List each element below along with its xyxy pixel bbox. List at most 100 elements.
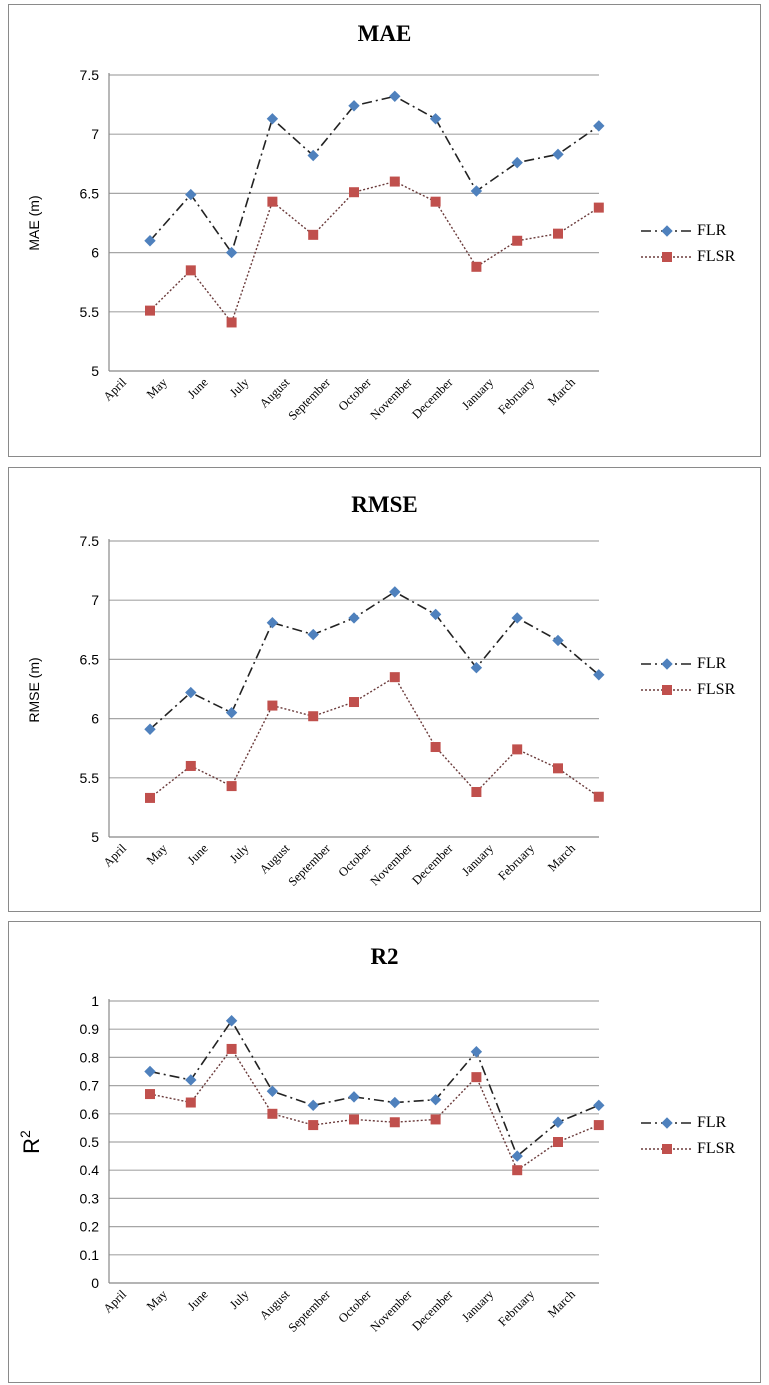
legend-line-flsr <box>641 1144 693 1154</box>
data-point-flr <box>185 686 197 699</box>
y-tick-label: 6 <box>91 711 99 727</box>
y-axis-label: R2 <box>17 1130 44 1154</box>
data-point-flr <box>266 616 279 629</box>
data-point-flsr <box>226 781 237 792</box>
y-tick-label: 5.5 <box>80 770 100 786</box>
legend-marker <box>661 225 673 237</box>
y-tick-label: 5 <box>91 363 99 379</box>
data-point-flsr <box>145 792 155 803</box>
x-tick-label: February <box>495 841 537 883</box>
x-tick-label: June <box>185 1287 211 1313</box>
data-point-flsr <box>389 176 400 187</box>
x-tick-label: December <box>409 375 456 422</box>
x-tick-label: February <box>495 375 537 417</box>
data-point-flr <box>552 634 564 647</box>
x-tick-label: November <box>368 841 416 889</box>
data-point-flr <box>225 706 238 719</box>
data-point-flsr <box>553 228 563 239</box>
data-point-flr <box>511 156 523 169</box>
series-line-flsr <box>149 676 600 799</box>
series-flsr <box>145 672 604 803</box>
data-point-flsr <box>389 672 400 683</box>
x-tick-label: April <box>101 1287 130 1316</box>
data-point-flr <box>593 120 605 132</box>
r2-chart-panel: R2 0 0.1 0.2 0.3 0.4 0.5 0.6 0.7 0.8 0.9 1 April May… <box>8 921 761 1383</box>
data-point-flr <box>470 185 483 197</box>
data-point-flsr <box>593 202 604 213</box>
legend-line-flr <box>641 225 693 237</box>
data-point-flr <box>185 188 197 201</box>
legend-marker <box>662 252 672 262</box>
data-point-flsr <box>512 744 523 755</box>
data-point-flsr <box>185 1097 196 1108</box>
data-point-flr <box>144 1065 156 1078</box>
data-point-flr <box>225 1015 238 1027</box>
series-line-flr <box>149 95 600 255</box>
data-point-flr <box>389 586 401 598</box>
y-axis-label: MAE (m) <box>26 195 42 250</box>
x-tick-label: March <box>545 841 578 874</box>
x-tick-label: June <box>185 375 211 401</box>
data-point-flr <box>307 149 319 162</box>
x-tick-label: May <box>144 375 171 402</box>
x-tick-label: November <box>368 375 416 423</box>
chart-title: RMSE <box>351 492 418 517</box>
data-point-flsr <box>593 1120 604 1131</box>
data-point-flsr <box>593 791 604 802</box>
x-tick-label: September <box>285 375 333 423</box>
mae-plot: 5 5.5 6 6.5 7 7.5 April May June July AugustSeptem… <box>26 67 605 423</box>
data-point-flr <box>511 1150 523 1162</box>
data-point-flsr <box>349 1114 359 1125</box>
rmse-plot: 5 5.5 6 6.5 7 7.5 April May June July AugustSeptem… <box>26 533 605 889</box>
data-point-flsr <box>430 196 441 207</box>
data-point-flsr <box>471 261 482 272</box>
data-point-flr <box>348 100 360 112</box>
y-tick-label: 0.3 <box>80 1190 100 1206</box>
x-tick-label: August <box>257 375 293 411</box>
x-tick-label: July <box>227 375 252 400</box>
data-point-flsr <box>308 1120 319 1131</box>
x-tick-label: September <box>285 1287 333 1335</box>
data-point-flr <box>144 235 156 247</box>
x-tick-label: November <box>368 1287 416 1335</box>
x-tick-label: July <box>227 1287 252 1312</box>
data-point-flsr <box>349 697 359 708</box>
series-flsr <box>145 176 604 328</box>
x-tick-label: September <box>285 841 333 889</box>
y-tick-label: 7.5 <box>80 533 100 549</box>
x-tick-label: March <box>545 375 578 408</box>
data-point-flsr <box>553 763 563 774</box>
x-tick-label: January <box>459 375 497 413</box>
x-tick-label: March <box>545 1287 578 1320</box>
legend-label-flsr: FLSR <box>697 681 736 698</box>
data-point-flr <box>144 723 156 735</box>
data-point-flr <box>470 1046 483 1058</box>
x-tick-label: May <box>144 841 171 868</box>
x-tick-label: December <box>409 841 456 888</box>
r2-plot: 0 0.1 0.2 0.3 0.4 0.5 0.6 0.7 0.8 0.9 1 April May Jun… <box>17 993 605 1335</box>
data-point-flr <box>593 669 605 681</box>
y-tick-label: 0.6 <box>80 1106 100 1122</box>
series-line-flr <box>149 1019 600 1158</box>
legend-line-flr <box>641 1117 693 1129</box>
legend-label-flr: FLR <box>697 655 727 672</box>
x-tick-label: July <box>227 841 252 866</box>
data-point-flr <box>266 113 279 125</box>
series-flsr <box>145 1043 604 1176</box>
data-point-flsr <box>267 196 278 207</box>
data-point-flsr <box>145 305 155 316</box>
data-point-flsr <box>145 1089 155 1100</box>
data-point-flsr <box>389 1117 400 1128</box>
data-point-flsr <box>512 235 523 246</box>
data-point-flr <box>266 1085 279 1097</box>
data-point-flr <box>429 608 442 621</box>
data-point-flr <box>348 612 360 624</box>
data-point-flsr <box>553 1137 563 1147</box>
data-point-flsr <box>267 1108 278 1119</box>
chart-title: R2 <box>370 944 399 969</box>
series-flr <box>144 586 605 735</box>
legend-marker <box>662 1144 672 1154</box>
series-line-flsr <box>149 1047 600 1172</box>
series-flr <box>144 1015 605 1162</box>
legend-marker <box>662 685 672 695</box>
